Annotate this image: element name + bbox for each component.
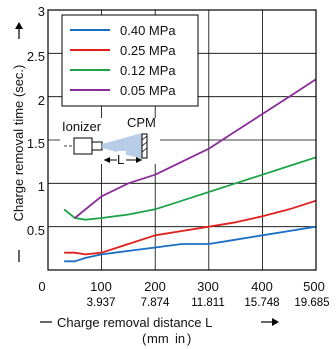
inset-diagram: Ionizer CPM L: [60, 115, 160, 167]
legend-label-0: 0.40 MPa: [120, 23, 176, 38]
y-tick-label: 3: [38, 4, 45, 19]
ionizer-label: Ionizer: [62, 119, 102, 134]
y-tick-labels: 0.5 1 1.5 2 2.5 3: [27, 4, 45, 238]
distance-arrow-head-right: [136, 157, 142, 163]
x-tick-label-inch: 7.874: [141, 297, 170, 309]
x-title-arrow-head-icon: [272, 318, 279, 326]
ionizer-nozzle-icon: [91, 141, 103, 151]
x-axis-title-text: Charge removal distance L: [57, 315, 212, 330]
series-line-0: [64, 225, 317, 263]
distance-arrow-head-left: [104, 157, 110, 163]
cpm-label: CPM: [127, 115, 156, 130]
x-tick-label: 300: [197, 279, 219, 294]
x-axis-unit-mm: mm: [147, 331, 169, 346]
cpm-plate-hatch: [141, 135, 148, 141]
x-tick-labels: 0 100 200 300 400 500: [38, 279, 324, 294]
y-tick-label: 2: [38, 93, 45, 108]
legend-label-2: 0.12 MPa: [120, 63, 176, 78]
x-axis-unit-open: (: [142, 331, 147, 346]
x-axis-unit-in: in: [175, 331, 185, 346]
legend: 0.40 MPa 0.25 MPa 0.12 MPa 0.05 MPa: [61, 14, 199, 107]
cpm-plate-hatch: [141, 141, 148, 147]
cpm-plate-hatch: [141, 147, 148, 153]
y-axis-title: Charge removal time (sec.): [11, 22, 26, 262]
y-tick-label: 0.5: [27, 223, 45, 238]
x-tick-label-inch: 3.937: [87, 297, 116, 309]
legend-label-1: 0.25 MPa: [120, 43, 176, 58]
x-tick-label: 100: [90, 279, 112, 294]
x-axis-unit-close: ): [187, 331, 191, 346]
y-tick-label: 1.5: [27, 136, 45, 151]
y-tick-label: 2.5: [27, 49, 45, 64]
plot-frame: [47, 9, 317, 271]
x-tick-label-inch: 11.811: [191, 297, 224, 309]
x-tick-label: 500: [303, 279, 325, 294]
distance-label-bg: [117, 151, 126, 165]
x-tick-label: 0: [38, 279, 45, 294]
x-axis-title: Charge removal distance L ( mm in ): [40, 315, 279, 346]
y-tick-label: 1: [38, 179, 45, 194]
series-lines: [63, 78, 317, 263]
x-tick-label: 400: [251, 279, 273, 294]
x-tick-label-inch: 19.685: [294, 297, 329, 309]
ionizer-icon: [73, 137, 93, 155]
series-line-1: [64, 199, 317, 256]
y-axis-title-text: Charge removal time (sec.): [11, 65, 26, 222]
x-tick-label: 200: [144, 279, 166, 294]
x-tick-labels-inch: 3.937 7.874 11.811 15.748 19.685: [87, 297, 330, 309]
legend-label-3: 0.05 MPa: [120, 83, 176, 98]
distance-label: L: [117, 152, 124, 167]
series-line-2: [63, 156, 317, 221]
x-tick-label-inch: 15.748: [244, 297, 279, 309]
y-title-arrow-head-icon: [15, 22, 23, 29]
series-line-3: [74, 78, 317, 219]
ion-spray-cone: [102, 133, 142, 159]
